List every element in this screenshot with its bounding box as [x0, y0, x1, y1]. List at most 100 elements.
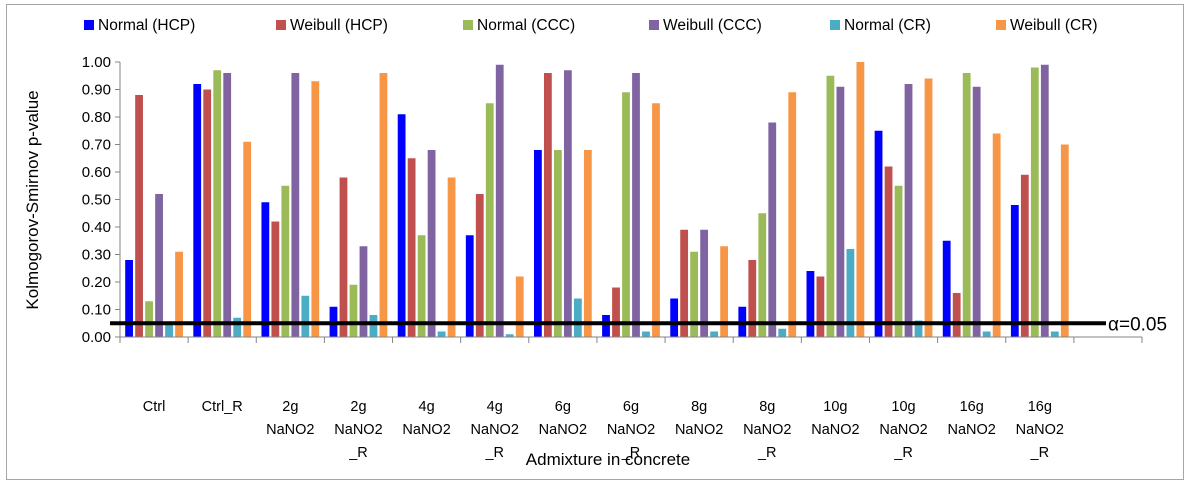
- bar-normal-cr-2: [301, 295, 310, 337]
- bar-normal-hcp-10: [806, 271, 815, 337]
- bar-weibull-cr-8: [720, 246, 729, 337]
- bar-weibull-hcp-10: [816, 276, 825, 337]
- x-axis-title: Admixture in concrete: [526, 450, 690, 469]
- y-tick-label: 0.10: [82, 302, 111, 319]
- x-tick-label: 10g: [823, 399, 847, 415]
- bar-weibull-cr-7: [652, 103, 660, 337]
- alpha-reference-label: α=0.05: [1108, 314, 1167, 335]
- x-tick-label: NaNO2: [743, 422, 791, 438]
- legend-label: Weibull (CR): [1010, 17, 1098, 34]
- bar-normal-ccc-1: [213, 70, 222, 337]
- bar-normal-ccc-7: [622, 92, 630, 337]
- legend-label: Normal (CR): [844, 17, 931, 34]
- legend-swatch: [996, 20, 1006, 30]
- y-tick-label: 0.30: [82, 247, 111, 264]
- bar-weibull-ccc-9: [768, 122, 777, 337]
- x-tick-label: Ctrl_R: [202, 399, 243, 415]
- bar-weibull-cr-1: [243, 141, 252, 337]
- bar-normal-cr-1: [233, 317, 242, 337]
- bar-weibull-hcp-11: [884, 166, 893, 337]
- bar-weibull-ccc-12: [972, 86, 981, 337]
- bar-normal-ccc-0: [145, 301, 153, 337]
- bar-weibull-cr-9: [788, 92, 797, 337]
- legend-swatch: [84, 20, 94, 30]
- bar-weibull-cr-5: [515, 276, 524, 337]
- bar-normal-cr-4: [437, 331, 446, 337]
- x-tick-label: NaNO2: [1016, 422, 1064, 438]
- x-tick-label: _R: [348, 445, 368, 461]
- x-tick-label: _R: [621, 445, 641, 461]
- bar-normal-hcp-12: [942, 240, 951, 337]
- x-tick-label: NaNO2: [334, 422, 382, 438]
- bar-weibull-ccc-3: [359, 246, 368, 337]
- bar-normal-ccc-2: [281, 185, 290, 337]
- bar-weibull-ccc-8: [700, 229, 709, 337]
- bar-weibull-cr-0: [175, 251, 183, 337]
- bar-weibull-hcp-3: [339, 177, 348, 337]
- bar-weibull-hcp-7: [612, 287, 620, 337]
- y-tick-label: 0.80: [82, 109, 111, 126]
- bar-normal-cr-7: [642, 331, 650, 337]
- bar-normal-hcp-6: [533, 150, 542, 337]
- x-tick-label: NaNO2: [811, 422, 859, 438]
- x-tick-label: NaNO2: [539, 422, 587, 438]
- legend-swatch: [463, 20, 473, 30]
- bar-normal-hcp-13: [1010, 205, 1019, 337]
- legend-swatch: [649, 20, 659, 30]
- y-tick-label: 0.00: [82, 329, 111, 346]
- bar-normal-ccc-4: [417, 235, 426, 337]
- bar-weibull-ccc-5: [495, 64, 504, 337]
- bar-normal-ccc-11: [894, 185, 903, 337]
- x-tick-label: 8g: [759, 399, 775, 415]
- x-tick-label: 16g: [960, 399, 984, 415]
- bar-normal-hcp-1: [193, 84, 202, 337]
- x-tick-label: 10g: [891, 399, 915, 415]
- legend-label: Weibull (CCC): [663, 17, 762, 34]
- bar-normal-ccc-5: [485, 103, 494, 337]
- bar-weibull-ccc-10: [836, 86, 845, 337]
- legend: Normal (HCP) Weibull (HCP) Normal (CCC) Wei…: [84, 17, 1098, 34]
- x-tick-label: Ctrl: [143, 399, 166, 415]
- bar-weibull-cr-4: [447, 177, 456, 337]
- bar-weibull-ccc-7: [632, 73, 640, 337]
- bar-weibull-ccc-4: [427, 150, 436, 337]
- bar-normal-cr-3: [369, 315, 378, 337]
- bar-weibull-hcp-1: [203, 89, 212, 337]
- bar-normal-ccc-6: [553, 150, 562, 337]
- bar-normal-cr-11: [914, 320, 923, 337]
- bar-normal-ccc-8: [690, 251, 699, 337]
- bar-weibull-ccc-1: [223, 73, 232, 337]
- bar-normal-cr-8: [710, 331, 719, 337]
- bar-weibull-ccc-13: [1040, 64, 1049, 337]
- bar-normal-cr-13: [1050, 331, 1059, 337]
- x-tick-label: NaNO2: [607, 422, 655, 438]
- bar-weibull-hcp-4: [407, 158, 416, 337]
- bar-weibull-hcp-5: [475, 194, 484, 337]
- x-tick-label: 8g: [691, 399, 707, 415]
- bar-normal-cr-9: [778, 328, 787, 337]
- y-tick-label: 0.50: [82, 192, 111, 209]
- bar-weibull-hcp-8: [680, 229, 689, 337]
- bar-normal-cr-6: [573, 298, 582, 337]
- y-axis-title: Kolmogorov-Smirnov p-value: [23, 90, 42, 309]
- y-tick-label: 0.60: [82, 164, 111, 181]
- x-tick-label: NaNO2: [947, 422, 995, 438]
- x-tick-label: 4g: [419, 399, 435, 415]
- legend-swatch: [276, 20, 286, 30]
- y-tick-label: 0.90: [82, 82, 111, 99]
- bar-normal-cr-10: [846, 249, 855, 337]
- bar-weibull-ccc-0: [155, 194, 163, 337]
- bar-weibull-cr-11: [924, 78, 933, 337]
- x-tick-label: 6g: [623, 399, 639, 415]
- bar-weibull-cr-12: [992, 133, 1001, 337]
- bar-normal-hcp-8: [670, 298, 679, 337]
- bars: [125, 62, 1069, 337]
- bar-normal-hcp-2: [261, 202, 270, 337]
- x-tick-label: NaNO2: [675, 422, 723, 438]
- legend-label: Normal (HCP): [98, 17, 195, 34]
- x-tick-label: 16g: [1028, 399, 1052, 415]
- x-tick-label: NaNO2: [266, 422, 314, 438]
- reference-line-group: α=0.05: [110, 314, 1167, 335]
- bar-weibull-ccc-6: [563, 70, 572, 337]
